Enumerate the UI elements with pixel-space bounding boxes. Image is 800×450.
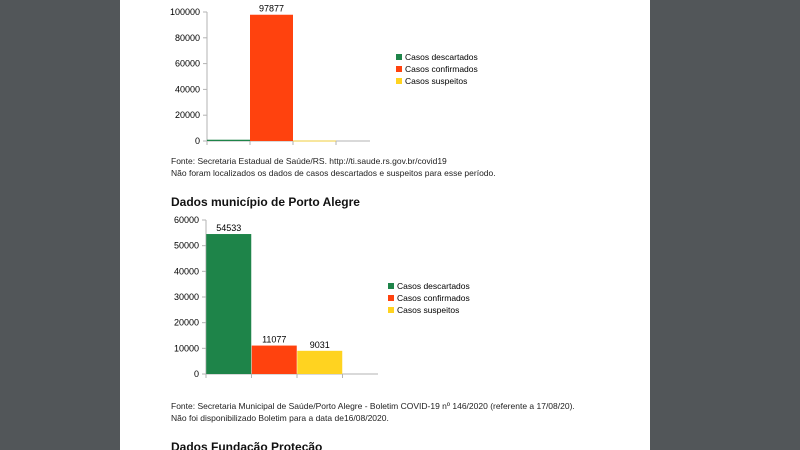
data-label: 9031 <box>310 340 330 350</box>
document-page: 0 20000 40000 60000 80000 100000 97877 Casos de… <box>120 0 650 450</box>
legend-label: Casos suspeitos <box>397 305 459 315</box>
y-tick-label: 10000 <box>174 343 199 353</box>
y-tick-label: 0 <box>194 369 199 379</box>
legend-label: Casos suspeitos <box>405 76 467 86</box>
y-tick-label: 60000 <box>175 59 200 69</box>
legend-swatch <box>388 283 394 289</box>
legend-swatch <box>396 66 402 72</box>
legend-label: Casos descartados <box>397 281 470 291</box>
y-tick-label: 50000 <box>174 241 199 251</box>
bar-casos-suspeitos <box>293 140 336 142</box>
y-tick-label: 80000 <box>175 33 200 43</box>
city-source-text: Fonte: Secretaria Municipal de Saúde/Por… <box>171 401 575 411</box>
state-note-text: Não foram localizados os dados de casos … <box>171 168 496 178</box>
next-section-title: Dados Fundação Proteção <box>171 440 323 450</box>
y-tick-label: 30000 <box>174 292 199 302</box>
city-cases-chart: 0 10000 20000 30000 40000 50000 60000 54533 1107… <box>174 215 470 379</box>
legend-label: Casos descartados <box>405 52 478 62</box>
state-source-text: Fonte: Secretaria Estadual de Saúde/RS. … <box>171 156 447 166</box>
legend-swatch <box>396 54 402 60</box>
state-cases-chart: 0 20000 40000 60000 80000 100000 97877 Casos de… <box>170 4 478 146</box>
y-tick-label: 20000 <box>175 110 200 120</box>
city-note-text: Não foi disponibilizado Boletim para a d… <box>171 413 389 423</box>
y-tick-label: 100000 <box>170 7 200 17</box>
legend-swatch <box>388 295 394 301</box>
y-tick-label: 60000 <box>174 215 199 225</box>
bar-casos-descartados <box>207 139 250 141</box>
y-tick-label: 20000 <box>174 318 199 328</box>
bar-casos-confirmados <box>250 14 293 141</box>
legend-swatch <box>388 307 394 313</box>
legend-label: Casos confirmados <box>397 293 470 303</box>
bar-casos-confirmados <box>251 345 297 374</box>
data-label: 54533 <box>216 223 241 233</box>
y-tick-label: 0 <box>195 136 200 146</box>
data-label: 97877 <box>259 4 284 14</box>
legend-label: Casos confirmados <box>405 64 478 74</box>
legend-swatch <box>396 78 402 84</box>
bar-casos-descartados <box>206 234 252 374</box>
y-tick-label: 40000 <box>174 266 199 276</box>
bar-casos-suspeitos <box>297 350 343 374</box>
y-tick-label: 40000 <box>175 84 200 94</box>
data-label: 11077 <box>262 335 286 345</box>
city-section-title: Dados município de Porto Alegre <box>171 195 360 209</box>
